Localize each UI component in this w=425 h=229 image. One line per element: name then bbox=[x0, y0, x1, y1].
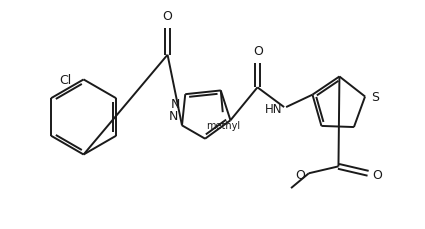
Text: O: O bbox=[295, 168, 305, 181]
Text: O: O bbox=[372, 168, 382, 181]
Text: N: N bbox=[169, 110, 178, 123]
Text: O: O bbox=[163, 10, 173, 23]
Text: methyl: methyl bbox=[206, 120, 240, 131]
Text: O: O bbox=[253, 44, 264, 57]
Text: Cl: Cl bbox=[60, 74, 72, 87]
Text: HN: HN bbox=[265, 102, 282, 115]
Text: S: S bbox=[371, 91, 379, 104]
Text: N: N bbox=[171, 98, 180, 111]
